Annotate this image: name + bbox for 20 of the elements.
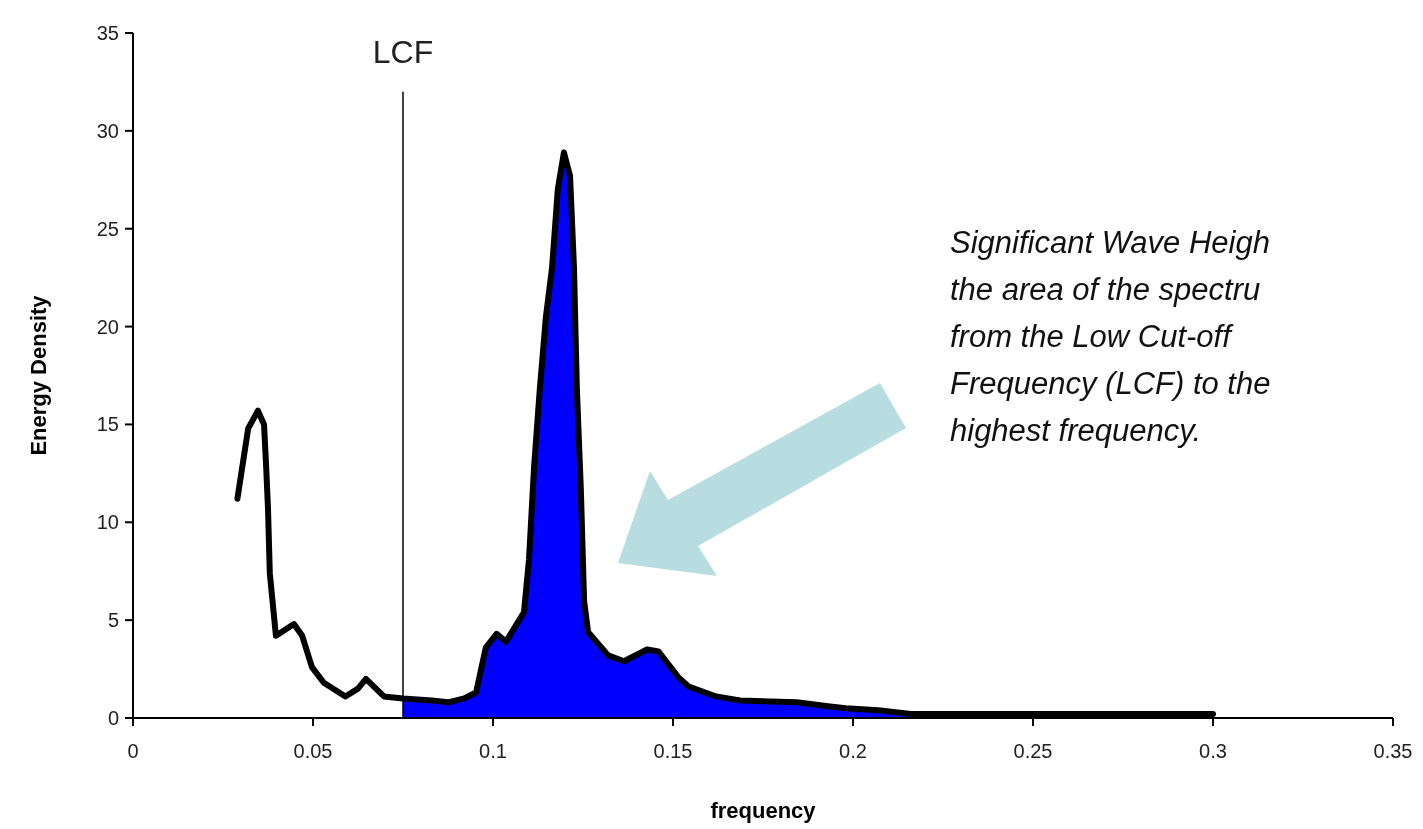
x-tick-label: 0.2 (839, 740, 867, 762)
x-tick-label: 0.1 (479, 740, 507, 762)
x-axis-title: frequency (710, 798, 817, 823)
annotation: Significant Wave Heigh the area of the spectru from the Low Cut-off Frequency (LCF) to the highest frequency. (950, 225, 1271, 448)
y-tick-label: 25 (96, 217, 119, 240)
y-tick-label: 20 (96, 315, 119, 338)
x-tick-label: 0.15 (653, 740, 693, 762)
y-tick-label: 35 (96, 22, 119, 44)
y-tick-label: 30 (96, 119, 119, 142)
x-tick-label: 0.05 (293, 740, 333, 762)
x-tick-label: 0.3 (1199, 740, 1227, 762)
y-tick-label: 0 (107, 707, 119, 729)
x-tick-label: 0.35 (1373, 740, 1413, 762)
y-tick-label: 15 (96, 413, 119, 436)
x-tick-label: 0.25 (1013, 740, 1053, 762)
y-axis-title: Energy Density (26, 294, 51, 456)
x-tick-label: 0 (127, 740, 139, 762)
y-tick-label: 5 (107, 609, 119, 632)
ref-line-label: LCF (372, 34, 434, 70)
y-tick-label: 10 (96, 511, 119, 534)
